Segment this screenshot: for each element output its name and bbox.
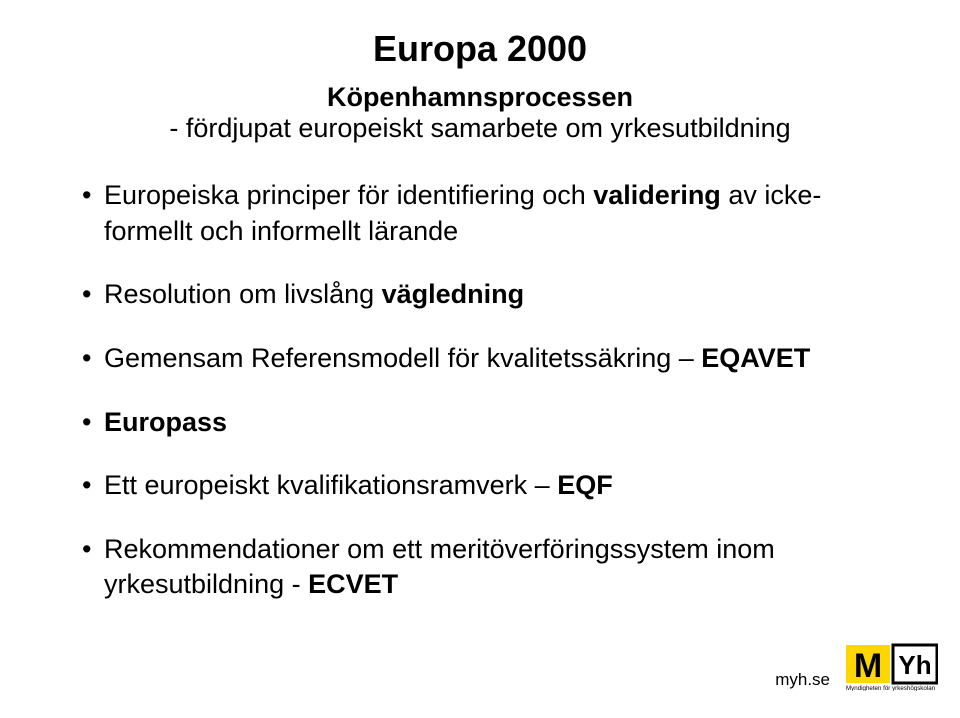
list-item: Ett europeiskt kvalifikationsramverk – E… <box>82 468 890 504</box>
bullet-text-bold: ECVET <box>308 569 398 599</box>
list-item: Europass <box>82 405 890 441</box>
list-item: Gemensam Referensmodell för kvalitetssäk… <box>82 341 890 377</box>
bullet-text-pre: Europeiska principer för identifiering o… <box>104 180 593 210</box>
slide-subtitle-bold: Köpenhamnsprocessen <box>70 82 890 113</box>
list-item: Resolution om livslång vägledning <box>82 277 890 313</box>
list-item: Rekommendationer om ett meritöverförings… <box>82 532 890 603</box>
bullet-list: Europeiska principer för identifiering o… <box>70 178 890 603</box>
list-item: Europeiska principer för identifiering o… <box>82 178 890 249</box>
bullet-text-pre: Rekommendationer om ett meritöverförings… <box>104 534 775 600</box>
logo: M Yh Myndigheten för yrkeshögskolan <box>846 635 938 696</box>
logo-m-letter: M <box>854 647 882 685</box>
bullet-text-bold: EQAVET <box>701 343 810 373</box>
bullet-text-pre: Gemensam Referensmodell för kvalitetssäk… <box>104 343 701 373</box>
slide-title: Europa 2000 <box>70 28 890 70</box>
bullet-text-bold: validering <box>593 180 721 210</box>
bullet-text-bold: EQF <box>557 470 613 500</box>
bullet-text-pre: Ett europeiskt kvalifikationsramverk – <box>104 470 557 500</box>
slide: Europa 2000 Köpenhamnsprocessen - fördju… <box>0 0 960 718</box>
logo-svg: M Yh Myndigheten för yrkeshögskolan <box>846 635 938 691</box>
bullet-text-pre: Resolution om livslång <box>104 279 382 309</box>
bullet-text-bold: Europass <box>104 407 227 437</box>
footer-link: myh.se <box>775 670 830 690</box>
bullet-text-bold: vägledning <box>382 279 525 309</box>
logo-yh-letter: Yh <box>898 650 931 680</box>
slide-subtitle-line: - fördjupat europeiskt samarbete om yrke… <box>70 113 890 144</box>
footer: myh.se M Yh Myndigheten för yrkeshögskol… <box>0 644 960 704</box>
logo-caption: Myndigheten för yrkeshögskolan <box>846 685 936 691</box>
